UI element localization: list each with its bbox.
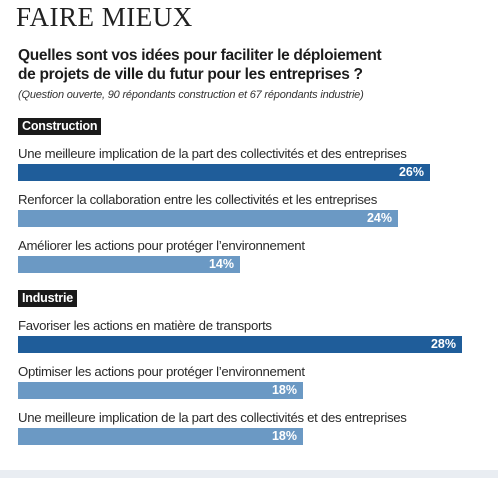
bar-label: Optimiser les actions pour protéger l’en… [18,364,305,379]
bar-value-label: 26% [398,165,424,179]
bar-value-label: 14% [208,257,234,271]
question-line-2: de projets de ville du futur pour les en… [18,66,363,83]
bar-label: Renforcer la collaboration entre les col… [18,192,377,207]
bar: 18% [18,428,303,445]
bar-value-label: 24% [366,211,392,225]
bar-label: Améliorer les actions pour protéger l’en… [18,238,305,253]
section-label-industrie: Industrie [18,290,77,307]
bar-value-label: 18% [271,383,297,397]
section-label-construction: Construction [18,118,102,135]
bar: 28% [18,336,462,353]
respondents-note: (Question ouverte, 90 répondants constru… [18,89,364,101]
bar: 14% [18,256,240,273]
bar-value-label: 18% [271,429,297,443]
bar-label: Une meilleure implication de la part des… [18,146,407,161]
bar-label: Favoriser les actions en matière de tran… [18,318,272,333]
kicker-title: FAIRE MIEUX [16,2,193,32]
bar-label: Une meilleure implication de la part des… [18,410,407,425]
bar: 24% [18,210,398,227]
question-title: Quelles sont vos idées pour faciliter le… [18,46,488,84]
bar: 26% [18,164,430,181]
bar-value-label: 28% [430,337,456,351]
question-line-1: Quelles sont vos idées pour faciliter le… [18,47,382,64]
bar: 18% [18,382,303,399]
